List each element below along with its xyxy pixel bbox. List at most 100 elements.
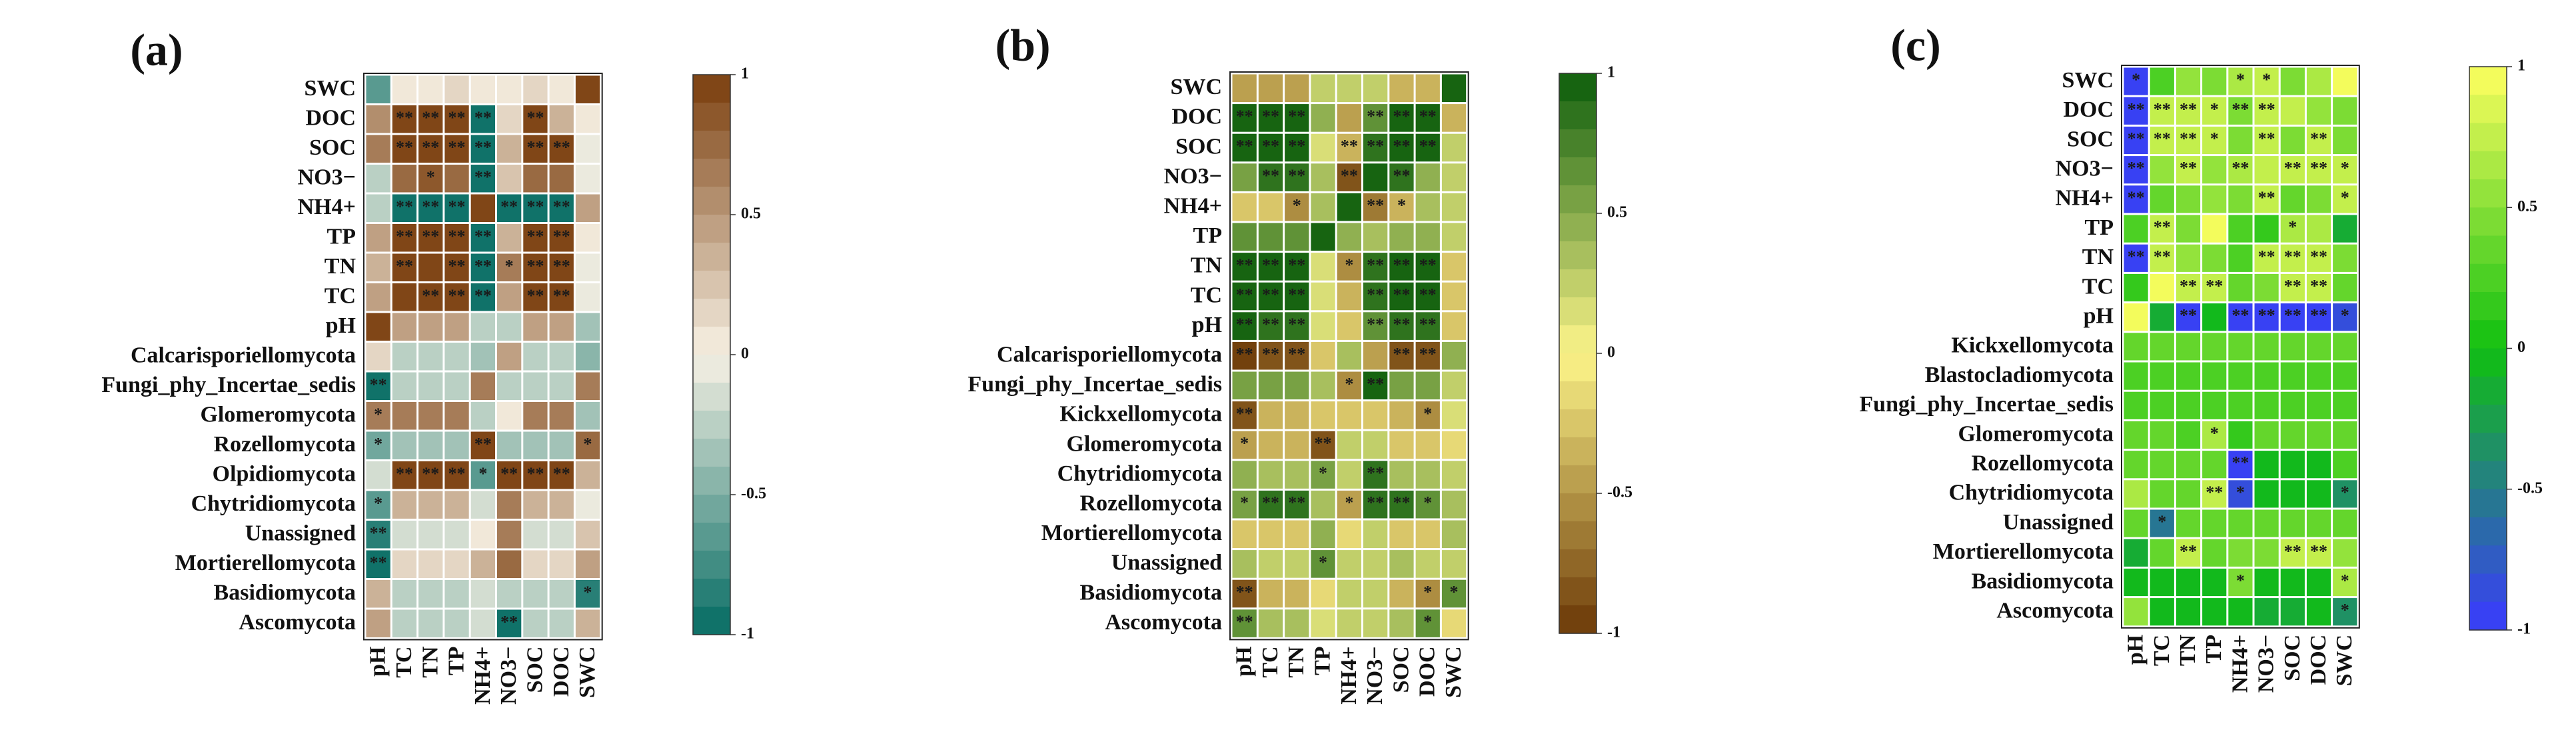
colorbar-tick-label: 1 <box>741 65 749 83</box>
significance-mark: ** <box>448 286 466 305</box>
significance-mark: ** <box>1367 463 1384 483</box>
row-label-nh4: NH4+ <box>298 195 356 219</box>
significance-mark: ** <box>2180 541 2197 561</box>
heatmap-cell <box>1285 282 1309 311</box>
heatmap-cell <box>1311 371 1335 400</box>
heatmap-cell <box>366 521 390 549</box>
heatmap-cell <box>523 580 548 608</box>
significance-mark: ** <box>526 227 544 246</box>
significance-mark: ** <box>474 137 492 157</box>
heatmap-cell <box>1232 223 1257 251</box>
heatmap-cell <box>1311 341 1335 370</box>
heatmap-cell <box>1363 490 1388 519</box>
significance-mark: ** <box>2180 306 2197 325</box>
significance-mark: ** <box>1288 285 1305 305</box>
significance-mark: * <box>1423 612 1432 631</box>
heatmap-cell <box>2333 67 2357 95</box>
significance-mark: ** <box>1288 315 1305 334</box>
significance-mark: ** <box>553 286 570 305</box>
significance-mark: ** <box>422 286 439 305</box>
colorbar-step <box>693 355 730 383</box>
heatmap-cell <box>392 550 417 578</box>
significance-mark: * <box>1345 493 1353 513</box>
heatmap-cell <box>575 75 600 103</box>
row-label-basidiomycota: Basidiomycota <box>1972 569 2114 593</box>
heatmap-cell <box>2254 362 2279 390</box>
heatmap-cell <box>2306 391 2331 419</box>
significance-mark: ** <box>396 197 413 216</box>
heatmap-cell <box>1232 401 1257 429</box>
heatmap-cell <box>418 372 443 400</box>
heatmap-cell <box>1337 312 1361 340</box>
heatmap-cell <box>497 431 522 459</box>
heatmap-cell <box>1337 461 1361 489</box>
colorbar-step <box>2469 517 2507 546</box>
row-label-no3: NO3− <box>2056 156 2114 181</box>
significance-mark: ** <box>474 434 492 453</box>
significance-mark: ** <box>396 256 413 275</box>
heatmap-cell <box>2150 156 2174 184</box>
column-label-tc: TC <box>392 647 416 678</box>
heatmap-cell <box>1232 104 1257 132</box>
heatmap-cell <box>549 372 574 400</box>
heatmap-cell <box>366 431 390 459</box>
heatmap-cell <box>2254 539 2279 567</box>
heatmap-cell <box>1415 431 1440 459</box>
heatmap-cell <box>392 75 417 103</box>
colorbar-step <box>2469 461 2507 490</box>
heatmap-cell <box>1258 401 1283 429</box>
column-label-no3: NO3− <box>2254 635 2279 693</box>
heatmap-cell <box>549 105 574 133</box>
heatmap-cell <box>366 75 390 103</box>
heatmap-cell <box>523 372 548 400</box>
heatmap-cell <box>2228 126 2253 155</box>
heatmap-cell <box>1441 341 1467 370</box>
heatmap-cell <box>2280 509 2305 537</box>
significance-mark: ** <box>2180 129 2197 149</box>
heatmap-cell <box>549 253 574 281</box>
heatmap-cell <box>497 165 522 193</box>
row-label-glomeromycota: Glomeromycota <box>200 403 356 427</box>
heatmap-cell <box>497 313 522 341</box>
column-label-ph: pH <box>366 647 390 677</box>
heatmap-cell <box>366 194 390 222</box>
heatmap-cell <box>418 283 443 311</box>
heatmap-cell <box>575 580 600 608</box>
heatmap-cell <box>1311 431 1335 459</box>
row-label-calcarisporiellomycota: Calcarisporiellomycota <box>131 343 356 368</box>
heatmap-cell <box>2150 391 2174 419</box>
heatmap-cell <box>1337 550 1361 578</box>
heatmap-cell <box>549 224 574 252</box>
colorbar-step <box>2469 151 2507 180</box>
heatmap-cell <box>1337 431 1361 459</box>
heatmap-cell <box>366 580 390 608</box>
heatmap-cell <box>2124 362 2148 390</box>
heatmap-cell <box>1311 312 1335 340</box>
heatmap-cell <box>523 431 548 459</box>
heatmap-cell <box>418 313 443 341</box>
heatmap-cell <box>366 165 390 193</box>
significance-mark: ** <box>1262 315 1279 334</box>
heatmap-cell <box>1389 74 1414 103</box>
heatmap-cell <box>366 343 390 371</box>
heatmap-cell <box>392 224 417 252</box>
heatmap-cell <box>497 283 522 311</box>
heatmap-cell <box>418 253 443 281</box>
heatmap-cell <box>2124 480 2148 508</box>
row-label-soc: SOC <box>1175 134 1222 159</box>
heatmap-cell <box>2333 598 2357 626</box>
colorbar-step <box>693 411 730 439</box>
significance-mark: ** <box>1236 255 1253 275</box>
heatmap-cell <box>1415 401 1440 429</box>
significance-mark: ** <box>422 197 439 216</box>
heatmap-cell <box>2228 244 2253 272</box>
heatmap-cell <box>2228 539 2253 567</box>
heatmap-cell <box>444 283 469 311</box>
colorbar-step <box>1559 213 1597 242</box>
heatmap-cell <box>2280 362 2305 390</box>
heatmap-cell <box>444 402 469 430</box>
heatmap-cell <box>444 135 469 163</box>
heatmap-cell <box>418 550 443 578</box>
heatmap-cell <box>444 609 469 637</box>
significance-mark: * <box>584 434 592 453</box>
